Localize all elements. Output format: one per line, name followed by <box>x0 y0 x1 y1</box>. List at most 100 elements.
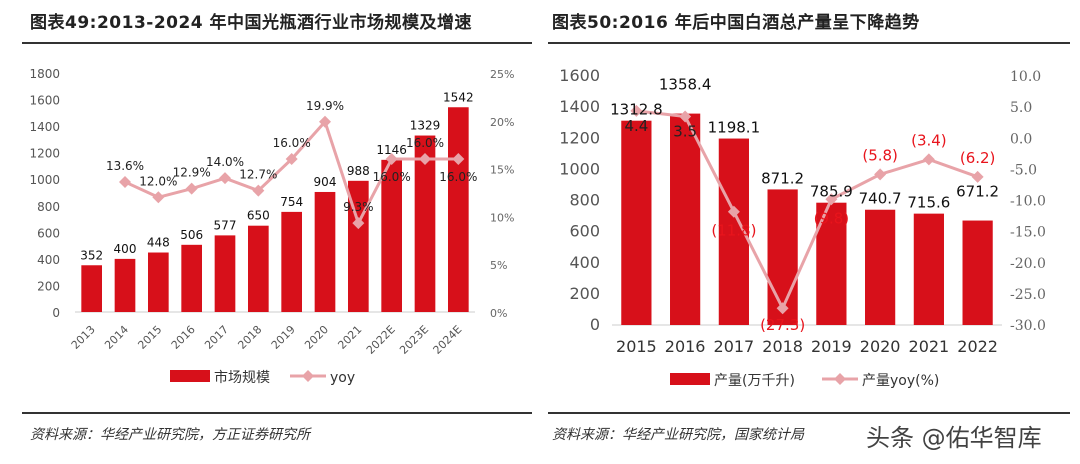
bar-data-label: 671.2 <box>956 183 999 201</box>
y2-tick-label: 0.0 <box>1010 131 1032 147</box>
bar <box>81 265 102 312</box>
bar-data-label: 904 <box>314 175 337 189</box>
bar <box>114 258 136 312</box>
y-tick-label: 400 <box>37 253 60 267</box>
yoy-data-label: 12.7% <box>239 168 277 182</box>
yoy-marker <box>285 153 298 166</box>
yoy-data-label: 12.9% <box>173 166 211 180</box>
x-tick-label: 2018 <box>762 337 803 356</box>
x-tick-label: 2017 <box>202 323 231 352</box>
y2-tick-label: 20% <box>490 116 514 129</box>
legend-line-marker <box>834 373 846 385</box>
bar-data-label: 785.9 <box>810 183 853 201</box>
yoy-marker <box>776 302 789 315</box>
y-tick-label: 1000 <box>559 159 600 178</box>
y-tick-label: 800 <box>37 200 60 214</box>
y2-tick-label: -5.0 <box>1010 162 1037 178</box>
bar <box>621 120 652 326</box>
yoy-marker <box>419 153 431 166</box>
y-tick-label: 600 <box>37 226 60 240</box>
x-tick-label: 2022 <box>957 337 998 356</box>
y-tick-label: 200 <box>569 284 600 303</box>
x-tick-label: 2018 <box>235 323 264 352</box>
y-tick-label: 1400 <box>559 97 600 116</box>
bar <box>181 244 202 312</box>
y2-tick-label: 25% <box>490 68 514 81</box>
x-tick-label: 2013 <box>69 323 98 352</box>
x-tick-label: 2022E <box>364 323 398 357</box>
yoy-data-label: (9.8) <box>814 209 850 227</box>
yoy-data-label: 14.0% <box>206 155 244 169</box>
bar-data-label: 988 <box>347 164 370 178</box>
yoy-data-label: 16.0% <box>373 170 411 184</box>
bar-data-label: 740.7 <box>859 190 902 208</box>
x-tick-label: 2019 <box>269 323 298 352</box>
yoy-marker <box>252 184 265 197</box>
yoy-marker <box>825 193 838 206</box>
bar-data-label: 1312.8 <box>610 101 663 119</box>
yoy-marker <box>679 110 692 123</box>
bar <box>962 220 993 325</box>
y-tick-label: 0 <box>52 306 60 320</box>
source-right: 资料来源：华经产业研究院，国家统计局 <box>552 427 804 443</box>
watermark: 头条 @佑华智库 <box>866 424 1042 452</box>
chart-title-left: 图表49:2013-2024 年中国光瓶酒行业市场规模及增速 <box>30 13 473 33</box>
yoy-marker <box>727 205 740 218</box>
x-tick-label: 2016 <box>169 323 198 352</box>
title-rule-left <box>22 42 532 44</box>
bar-data-label: 1542 <box>443 90 474 104</box>
yoy-data-label: (6.2) <box>960 149 996 167</box>
yoy-data-label: 16.0% <box>273 136 311 150</box>
yoy-marker <box>630 104 643 117</box>
bar-data-label: 1329 <box>410 119 441 133</box>
yoy-marker <box>185 182 198 195</box>
bar <box>913 213 944 325</box>
bar-data-label: 650 <box>247 209 270 223</box>
x-tick-label: 2020 <box>860 337 901 356</box>
y2-tick-label: -15.0 <box>1010 225 1046 241</box>
yoy-marker <box>119 175 131 188</box>
x-tick-label: 2015 <box>616 337 657 356</box>
yoy-data-label: (5.8) <box>862 146 898 164</box>
yoy-data-label: (3.4) <box>911 131 947 149</box>
bar <box>448 107 469 312</box>
y-tick-label: 0 <box>590 315 600 334</box>
x-tick-label: 2024E <box>431 323 465 357</box>
bar-data-label: 1358.4 <box>659 76 712 94</box>
yoy-data-label: 3.5 <box>673 122 697 140</box>
bar-data-label: 448 <box>147 236 170 250</box>
yoy-marker <box>452 153 465 166</box>
bar <box>865 209 896 325</box>
y2-tick-label: -30.0 <box>1010 318 1046 334</box>
yoy-marker <box>352 217 365 230</box>
yoy-data-label: 16.0% <box>439 170 477 184</box>
yoy-marker <box>319 115 331 128</box>
yoy-marker <box>971 170 984 183</box>
yoy-data-label: 4.4 <box>624 117 648 135</box>
bar-data-label: 352 <box>80 248 103 262</box>
yoy-data-label: 13.6% <box>106 159 144 173</box>
bar-data-label: 715.6 <box>907 194 950 212</box>
bar-data-label: 506 <box>180 228 203 242</box>
bar <box>248 225 269 312</box>
x-tick-label: 2021 <box>335 323 364 352</box>
yoy-marker <box>152 191 165 204</box>
legend-line-label: yoy <box>330 370 355 386</box>
legend-bar-swatch <box>170 370 210 382</box>
yoy-data-label: 12.0% <box>139 174 177 188</box>
y2-tick-label: 5.0 <box>1010 100 1032 116</box>
x-tick-label: 2019 <box>811 337 852 356</box>
bar-data-label: 577 <box>214 218 237 232</box>
y-tick-label: 1600 <box>559 66 600 85</box>
y2-tick-label: -20.0 <box>1010 256 1046 272</box>
y2-tick-label: -10.0 <box>1010 194 1046 210</box>
y-tick-label: 600 <box>569 222 600 241</box>
x-tick-label: 2016 <box>665 337 706 356</box>
y2-tick-label: 0% <box>490 307 507 320</box>
bar-data-label: 754 <box>280 195 303 209</box>
legend-line-label: 产量yoy(%) <box>862 373 939 389</box>
yoy-marker <box>385 153 398 166</box>
title-rule-right <box>548 42 1070 44</box>
yoy-data-label: (11.8) <box>711 222 756 240</box>
